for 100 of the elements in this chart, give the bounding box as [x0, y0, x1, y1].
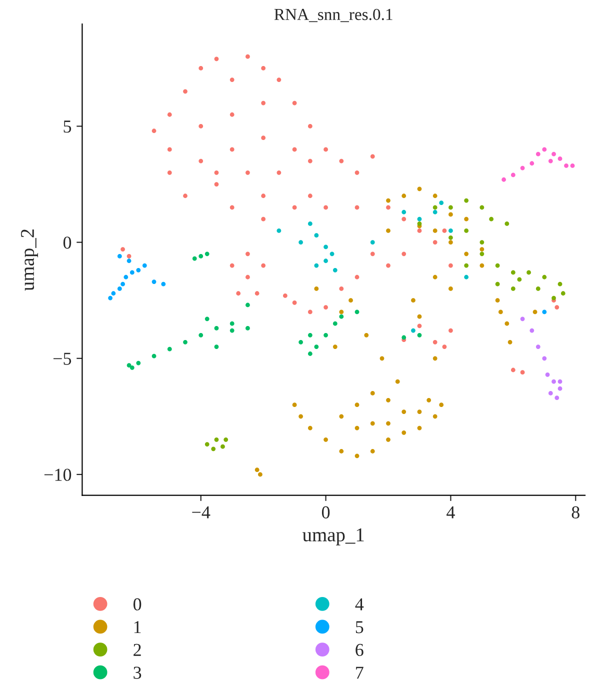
point [517, 277, 522, 282]
point [198, 254, 204, 258]
point [432, 414, 438, 419]
point [220, 444, 225, 449]
point [402, 210, 406, 214]
x-axis-title: umap_1 [302, 528, 364, 546]
point [504, 222, 510, 226]
point [183, 340, 188, 344]
legend-label: 7 [356, 666, 364, 679]
point [354, 454, 360, 458]
point [292, 402, 297, 408]
point [448, 240, 453, 245]
point [370, 449, 375, 454]
point [510, 270, 516, 275]
point [464, 252, 469, 256]
point [495, 263, 500, 268]
point [432, 205, 438, 210]
point [552, 152, 556, 156]
point [432, 356, 438, 361]
point [152, 354, 156, 358]
point [520, 166, 525, 170]
point [426, 398, 432, 402]
x-tick-label: 4 [446, 506, 455, 518]
point [126, 363, 132, 368]
y-tick-label: 5 [64, 120, 72, 133]
point [542, 147, 547, 152]
point [211, 446, 216, 452]
point [214, 344, 219, 349]
point [324, 244, 328, 250]
point [448, 212, 453, 217]
point [142, 263, 147, 268]
point [214, 437, 219, 442]
x-tick-label: 0 [322, 506, 330, 518]
point [117, 254, 122, 258]
point [558, 156, 562, 161]
point [495, 298, 500, 303]
point [536, 152, 540, 156]
point [448, 228, 453, 233]
point [439, 200, 444, 206]
point [508, 340, 512, 344]
point [167, 346, 172, 352]
legend-label: 5 [356, 621, 364, 634]
point [402, 410, 406, 414]
legend-label: 3 [134, 666, 142, 679]
point [548, 391, 553, 396]
point [314, 263, 319, 268]
point [314, 286, 319, 291]
point [432, 210, 438, 214]
point [308, 426, 312, 430]
point [417, 410, 422, 414]
point [126, 258, 132, 264]
point [464, 274, 469, 280]
point [308, 352, 312, 356]
point [254, 468, 260, 472]
point [532, 310, 538, 314]
point [198, 332, 204, 338]
point [339, 449, 344, 454]
point [489, 216, 494, 222]
point [324, 437, 328, 442]
point [510, 172, 516, 178]
point [542, 310, 547, 314]
legend-label: 4 [355, 598, 364, 610]
point [314, 233, 319, 238]
point [542, 274, 547, 280]
point [558, 282, 562, 286]
point [354, 402, 360, 408]
point [432, 228, 438, 233]
point [448, 286, 453, 291]
y-tick-label: −10 [44, 468, 72, 481]
point [364, 332, 369, 338]
point [542, 356, 547, 361]
point [432, 274, 438, 280]
point [246, 326, 250, 330]
point [510, 286, 516, 291]
point [545, 372, 550, 377]
point [480, 205, 484, 210]
point [339, 314, 344, 319]
point [117, 286, 122, 291]
point [124, 274, 128, 280]
point [411, 298, 416, 303]
point [536, 286, 540, 291]
point [332, 344, 338, 349]
point [204, 252, 210, 256]
point [570, 164, 575, 168]
point [298, 340, 304, 344]
point [386, 198, 390, 203]
point [402, 430, 406, 435]
point [380, 356, 384, 361]
point [558, 386, 562, 391]
x-tick-label: −4 [192, 506, 210, 518]
x-tick-label: 8 [572, 506, 580, 518]
point [552, 379, 556, 384]
point [502, 177, 506, 182]
point [386, 398, 390, 402]
point [417, 314, 422, 319]
point [204, 442, 210, 446]
point [536, 344, 540, 349]
point [498, 310, 503, 314]
point [348, 298, 353, 303]
y-tick-label: −5 [53, 352, 72, 365]
